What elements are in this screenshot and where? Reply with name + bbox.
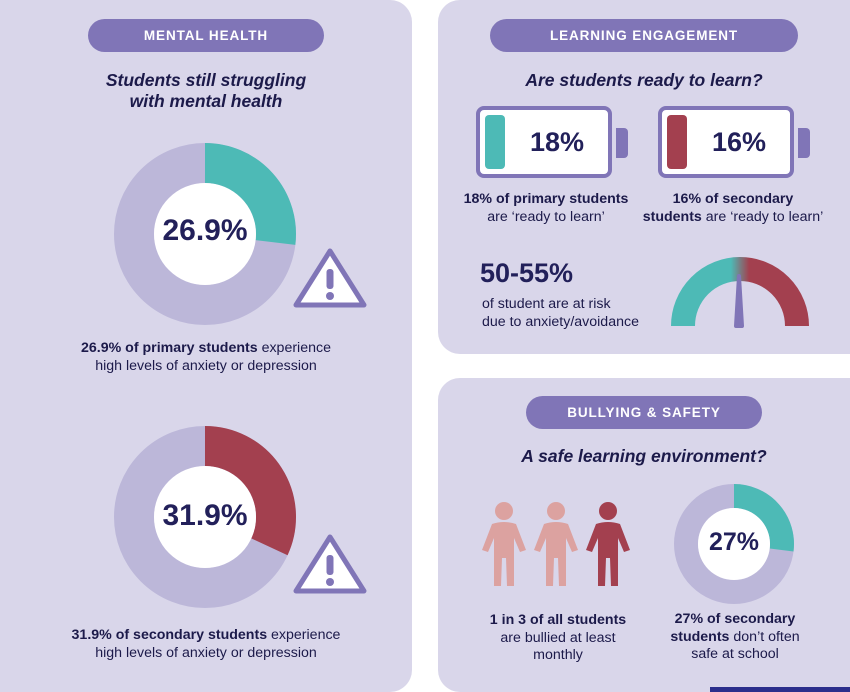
safety-line2: don’t often bbox=[729, 628, 800, 645]
warning-triangle-icon bbox=[293, 248, 367, 308]
bullied-caption: 1 in 3 of all students are bullied at le… bbox=[460, 612, 656, 665]
safety-donut-segment bbox=[733, 484, 794, 552]
primary-caption-rest: experience bbox=[257, 340, 331, 356]
secondary-battery-value: 16% bbox=[711, 126, 767, 157]
mental-health-heading-line1: Students still struggling bbox=[105, 70, 307, 90]
safety-donut bbox=[674, 484, 794, 604]
secondary-caption-rest: experience bbox=[267, 627, 341, 643]
person-icon-highlighted bbox=[586, 502, 630, 586]
risk-line1: of student are at risk bbox=[482, 296, 611, 312]
learning-engagement-pill: LEARNING ENGAGEMENT bbox=[490, 19, 798, 52]
risk-caption: of student are at risk due to anxiety/av… bbox=[482, 296, 639, 331]
secondary-anxiety-donut bbox=[114, 426, 296, 608]
bullied-line1: 1 in 3 of all students bbox=[489, 612, 627, 628]
panel-edge-accent bbox=[710, 687, 850, 692]
mental-health-heading-line2: with mental health bbox=[129, 91, 283, 111]
secondary-battery-fill bbox=[667, 115, 687, 169]
secondary-battery-cap bbox=[798, 128, 810, 158]
mental-health-panel: MENTAL HEALTH Students still struggling … bbox=[0, 0, 412, 692]
primary-battery-fill bbox=[485, 115, 505, 169]
primary-caption-bold: 26.9% of primary students bbox=[81, 340, 258, 356]
mental-health-pill: MENTAL HEALTH bbox=[88, 19, 324, 52]
bullying-safety-heading: A safe learning environment? bbox=[521, 446, 767, 466]
person-icon bbox=[482, 502, 526, 586]
secondary-anxiety-caption: 31.9% of secondary students experience h… bbox=[20, 627, 392, 662]
secondary-ready-line2: are ‘ready to learn’ bbox=[701, 208, 824, 225]
mental-health-heading: Students still struggling with mental he… bbox=[40, 70, 372, 112]
safety-line1: 27% of secondary bbox=[674, 611, 796, 627]
secondary-caption-line2: high levels of anxiety or depression bbox=[95, 644, 317, 661]
safety-caption: 27% of secondary students don’t often sa… bbox=[650, 611, 820, 664]
secondary-ready-line1: 16% of secondary bbox=[672, 191, 794, 207]
warning-triangle-icon bbox=[293, 534, 367, 594]
risk-line2: due to anxiety/avoidance bbox=[482, 313, 639, 330]
bullied-line3: monthly bbox=[533, 647, 583, 663]
risk-value: 50-55% bbox=[480, 258, 574, 288]
primary-battery-value: 18% bbox=[529, 126, 585, 157]
primary-battery: 18% bbox=[476, 106, 612, 178]
person-icon bbox=[534, 502, 578, 586]
safety-donut-value: 27% bbox=[708, 528, 760, 556]
gauge-icon bbox=[671, 257, 809, 328]
secondary-caption-bold: 31.9% of secondary students bbox=[71, 627, 268, 643]
safety-bold: students bbox=[670, 628, 730, 645]
secondary-donut-center bbox=[154, 466, 256, 568]
learning-engagement-heading: Are students ready to learn? bbox=[525, 70, 763, 90]
bullying-safety-pill: BULLYING & SAFETY bbox=[526, 396, 762, 429]
people-icon-group bbox=[482, 502, 630, 586]
safety-line3: safe at school bbox=[691, 646, 779, 662]
primary-donut-segment bbox=[204, 143, 296, 245]
primary-ready-line1: 18% of primary students bbox=[463, 191, 629, 207]
primary-ready-caption: 18% of primary students are ‘ready to le… bbox=[452, 191, 640, 226]
bullied-line2: are bullied at least bbox=[500, 629, 616, 646]
secondary-donut-value: 31.9% bbox=[162, 499, 248, 532]
bullying-safety-panel: BULLYING & SAFETY A safe learning enviro… bbox=[438, 378, 850, 692]
primary-anxiety-caption: 26.9% of primary students experience hig… bbox=[20, 340, 392, 375]
secondary-ready-caption: 16% of secondary students are ‘ready to … bbox=[628, 191, 838, 226]
safety-donut-center bbox=[698, 508, 770, 580]
secondary-battery: 16% bbox=[658, 106, 794, 178]
learning-engagement-panel: LEARNING ENGAGEMENT Are students ready t… bbox=[438, 0, 850, 354]
primary-caption-line2: high levels of anxiety or depression bbox=[95, 357, 317, 374]
primary-donut-value: 26.9% bbox=[162, 214, 248, 247]
primary-donut-center bbox=[154, 183, 256, 285]
secondary-donut-segment bbox=[204, 426, 296, 556]
primary-ready-line2: are ‘ready to learn’ bbox=[487, 208, 605, 225]
secondary-ready-bold: students bbox=[642, 208, 702, 225]
primary-anxiety-donut bbox=[114, 143, 296, 325]
primary-battery-cap bbox=[616, 128, 628, 158]
